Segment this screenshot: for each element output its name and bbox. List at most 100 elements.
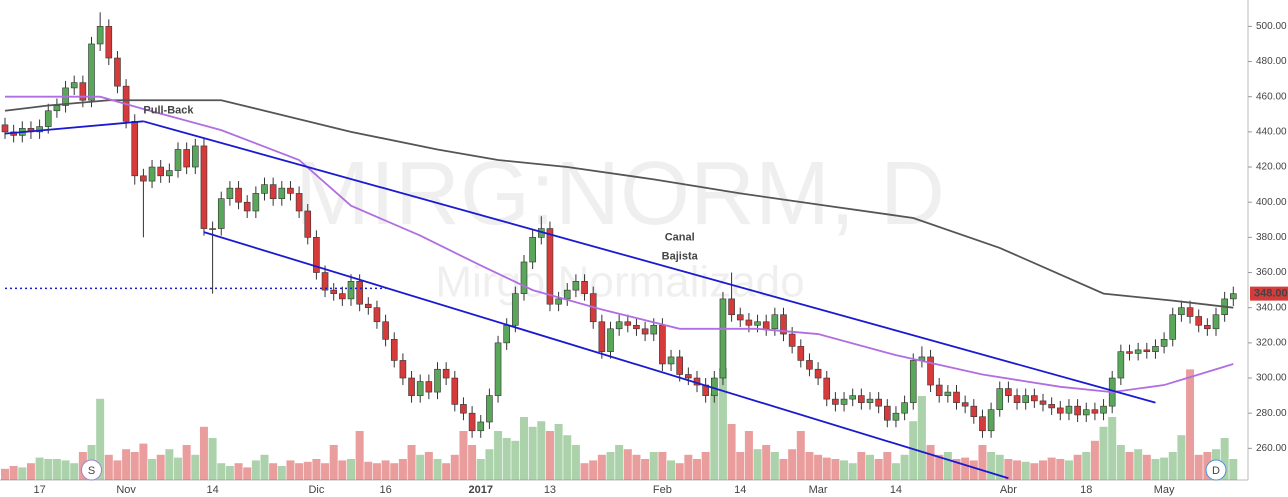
candle-body [1134,349,1142,354]
volume-bar [18,467,27,480]
candle-body [512,293,519,326]
volume-bar [70,463,79,480]
candle-body [762,321,770,330]
volume-bar [191,454,200,480]
candle-body [339,293,346,300]
volume-bar [727,424,736,480]
candle-body [460,404,467,414]
candle-body [382,321,389,340]
candle-body [832,398,839,405]
volume-bar [234,463,243,480]
candle-body [892,412,900,421]
candle-body [79,82,87,101]
y-tick-label: 280.00 [1256,408,1287,419]
y-tick-label: 260.00 [1256,443,1287,454]
watermark-sub: Mirgo Normalizado [435,258,804,307]
volume-bar [935,454,944,480]
volume-bar [701,452,710,480]
candle-body [235,187,242,203]
candle-body [1117,351,1125,379]
volume-bar [130,452,139,480]
y-tick-label: 300.00 [1256,373,1287,384]
volume-bar [736,452,745,480]
volume-bar [528,426,537,480]
candle-body [44,110,52,127]
volume-bar [917,396,926,480]
candle-body [1126,351,1133,354]
volume-bar [502,438,511,480]
candle-body [1160,339,1168,347]
volume-bar [364,461,373,480]
candle-body [1013,395,1021,403]
volume-bar [641,459,650,480]
volume-bar [658,452,667,480]
volume-bar [390,463,399,480]
candle-body [1212,314,1220,330]
volume-bar [1108,417,1117,480]
volume-bar [649,452,658,480]
y-tick-label: 480.00 [1256,56,1287,67]
candle-body [226,187,234,199]
volume-bar [225,466,234,480]
trend-line [143,120,1156,404]
y-tick-label: 400.00 [1256,197,1287,208]
volume-bar [165,449,174,480]
y-tick-label: 380.00 [1256,232,1287,243]
candle-body [736,314,744,321]
candle-body [1048,404,1055,409]
annotation: Pull-Back [143,105,194,117]
candle-body [166,170,173,177]
candle-body [840,398,848,405]
volume-bar [347,459,355,480]
volume-bar [1186,369,1195,480]
event-marker-label: D [1212,465,1220,477]
volume-bar [9,466,18,480]
candle-body [607,328,614,352]
volume-bar [1,468,9,480]
volume-bar [243,467,252,480]
volume-bar [476,459,485,480]
volume-bar [208,438,217,480]
candle-body [1022,395,1030,403]
volume-bar [338,460,347,480]
volume-bar [312,459,321,480]
candle-body [520,261,528,294]
candle-body [1100,405,1107,414]
volume-bar [450,454,459,480]
volume-bar [1116,445,1125,480]
trend-line [4,120,144,135]
volume-bar [1142,454,1151,480]
candle-body [96,26,104,45]
volume-bar [1194,454,1203,480]
volume-bar [606,452,615,480]
candle-body [1091,409,1099,414]
volume-bar [277,466,286,480]
moving-average [5,95,1234,393]
event-marker-label: S [88,465,95,477]
annotation: Bajista [662,251,699,263]
volume-bar [260,454,269,480]
candle-body [1082,409,1090,416]
candle-body [1057,407,1064,414]
y-tick-label: 360.00 [1256,267,1287,278]
volume-bar [822,457,831,480]
volume-bar [900,454,909,480]
volume-bar [952,459,961,480]
candle-body [858,395,865,403]
candle-body [278,187,286,199]
volume-bar [355,431,364,480]
volume-bar [329,445,338,480]
candle-body [788,333,796,347]
x-tick-label: 16 [379,484,391,496]
candle-body [572,281,580,291]
volume-bar [468,445,477,480]
candle-body [1039,400,1047,405]
candle-body [442,368,450,379]
candle-body [719,298,727,379]
volume-bar [286,460,295,480]
x-tick-label: 18 [1080,484,1092,496]
candle-body [53,105,61,112]
candle-body [754,321,761,326]
candle-body [685,374,692,379]
